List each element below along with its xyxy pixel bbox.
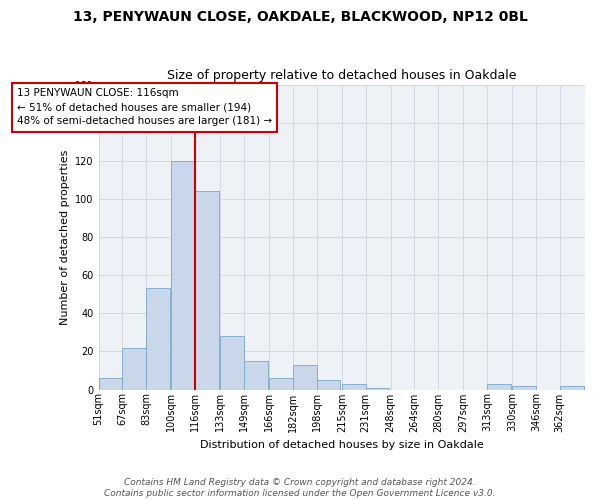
Bar <box>365 388 389 390</box>
Y-axis label: Number of detached properties: Number of detached properties <box>59 150 70 324</box>
Bar <box>487 384 511 390</box>
Text: 13, PENYWAUN CLOSE, OAKDALE, BLACKWOOD, NP12 0BL: 13, PENYWAUN CLOSE, OAKDALE, BLACKWOOD, … <box>73 10 527 24</box>
Bar <box>220 336 244 390</box>
Bar <box>98 378 122 390</box>
Bar <box>512 386 536 390</box>
Text: Contains HM Land Registry data © Crown copyright and database right 2024.
Contai: Contains HM Land Registry data © Crown c… <box>104 478 496 498</box>
X-axis label: Distribution of detached houses by size in Oakdale: Distribution of detached houses by size … <box>200 440 484 450</box>
Bar <box>171 161 195 390</box>
Bar <box>122 348 146 390</box>
Text: 13 PENYWAUN CLOSE: 116sqm
← 51% of detached houses are smaller (194)
48% of semi: 13 PENYWAUN CLOSE: 116sqm ← 51% of detac… <box>17 88 272 126</box>
Bar <box>195 192 219 390</box>
Bar <box>146 288 170 390</box>
Title: Size of property relative to detached houses in Oakdale: Size of property relative to detached ho… <box>167 69 517 82</box>
Bar <box>560 386 584 390</box>
Bar <box>342 384 365 390</box>
Bar <box>269 378 293 390</box>
Bar <box>244 361 268 390</box>
Bar <box>317 380 340 390</box>
Bar <box>293 364 317 390</box>
